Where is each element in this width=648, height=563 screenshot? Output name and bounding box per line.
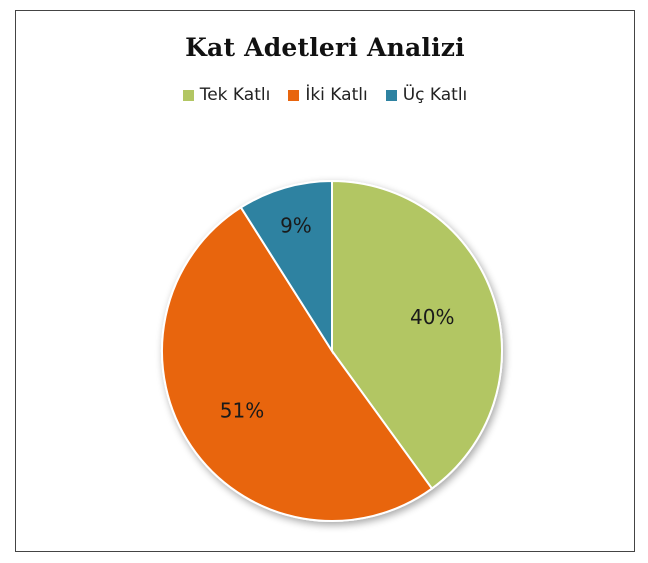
legend-swatch-tek-katli xyxy=(182,89,194,101)
data-label-uc-katli: 9% xyxy=(280,213,312,237)
data-label-iki-katli: 51% xyxy=(220,399,264,423)
chart-title: Kat Adetleri Analizi xyxy=(185,33,465,62)
legend-item-iki-katli: İki Katlı xyxy=(288,85,368,105)
legend-label-uc-katli: Üç Katlı xyxy=(402,85,468,105)
legend-swatch-uc-katli xyxy=(385,89,397,101)
legend-item-uc-katli: Üç Katlı xyxy=(385,85,468,105)
pie-slice-uc-katli xyxy=(239,179,333,355)
pie-slice-tek-katli xyxy=(331,179,503,490)
pie-slices xyxy=(161,179,503,522)
legend-item-tek-katli: Tek Katlı xyxy=(182,85,271,105)
pie-chart: 40% 51% 9% xyxy=(161,179,503,522)
pie-slice-iki-katli xyxy=(161,206,434,522)
chart-legend: Tek Katlı İki Katlı Üç Katlı xyxy=(16,85,634,105)
data-label-tek-katli: 40% xyxy=(410,305,454,329)
legend-label-tek-katli: Tek Katlı xyxy=(199,85,271,105)
legend-swatch-iki-katli xyxy=(288,89,300,101)
legend-label-iki-katli: İki Katlı xyxy=(305,85,368,105)
chart-frame: Kat Adetleri Analizi Tek Katlı İki Katlı… xyxy=(15,10,635,552)
